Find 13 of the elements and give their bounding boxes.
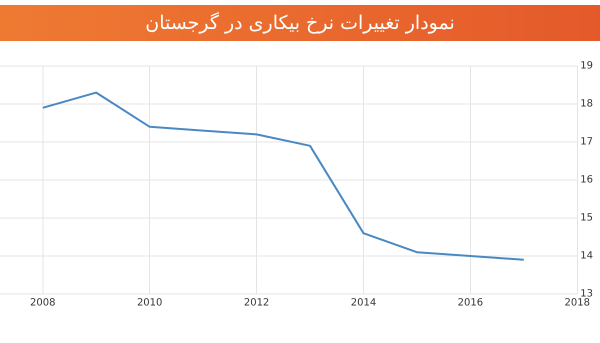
- y-tick-label: 17: [580, 136, 594, 148]
- y-tick-label: 15: [580, 212, 594, 224]
- x-tick-label: 2012: [244, 298, 270, 309]
- chart-title: نمودار تغییرات نرخ بیکاری در گرجستان: [0, 5, 600, 41]
- y-tick-label: 16: [580, 174, 594, 186]
- x-tick-label: 2010: [136, 298, 162, 309]
- x-tick-label: 2018: [564, 298, 590, 309]
- x-tick-label: 2008: [30, 298, 56, 309]
- y-tick-label: 19: [580, 60, 594, 72]
- x-tick-label: 2016: [458, 298, 484, 309]
- x-tick-label: 2014: [350, 298, 376, 309]
- y-tick-label: 14: [580, 250, 594, 262]
- y-tick-label: 18: [580, 98, 594, 110]
